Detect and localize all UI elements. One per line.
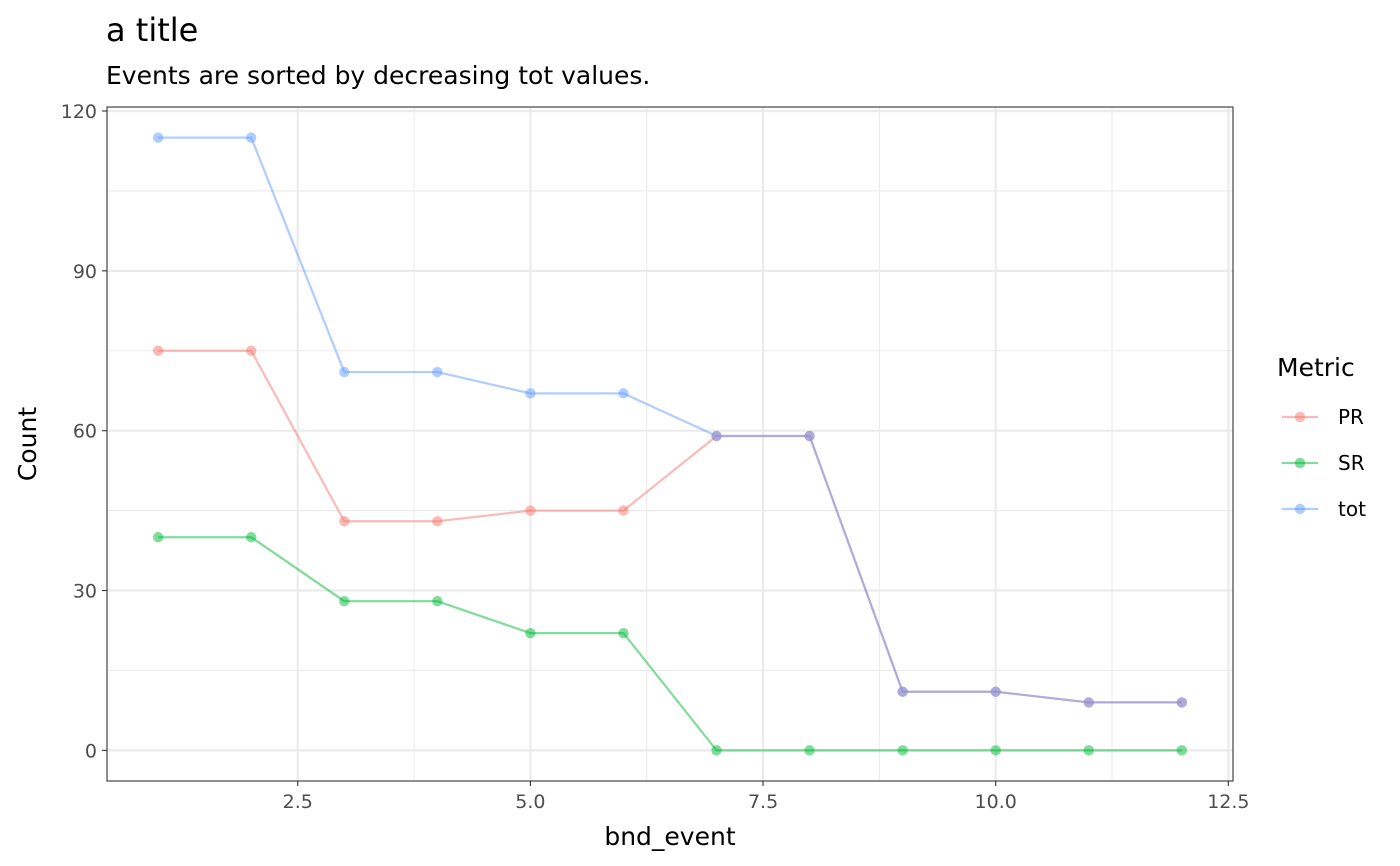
data-point-SR	[1176, 745, 1188, 756]
data-point-tot	[711, 430, 722, 442]
x-tick-label: 2.5	[283, 791, 313, 813]
data-point-tot	[618, 388, 629, 399]
data-point-PR	[246, 345, 257, 356]
legend-key-point-PR	[1294, 411, 1306, 423]
x-axis-title: bnd_event	[604, 822, 735, 851]
data-point-PR	[339, 516, 350, 527]
data-point-SR	[1083, 745, 1094, 756]
series-line-PR	[158, 349, 1182, 704]
x-tick-label: 10.0	[975, 791, 1017, 813]
data-point-SR	[339, 595, 350, 607]
data-point-SR	[990, 745, 1001, 756]
data-point-tot	[432, 366, 443, 378]
data-point-SR	[152, 532, 164, 543]
data-point-tot	[804, 430, 815, 442]
y-tick-label: 60	[73, 421, 97, 443]
panel-border	[106, 106, 1234, 782]
legend-key-point-tot	[1294, 503, 1306, 515]
data-point-tot	[1176, 697, 1188, 708]
data-point-tot	[152, 132, 164, 143]
data-point-SR	[432, 595, 443, 607]
y-tick-label: 0	[85, 740, 97, 762]
axis-ticks: 2.5 5.0 7.5 10.0 12.5 0 30 60 90 120	[61, 101, 1250, 813]
data-point-SR	[897, 745, 908, 756]
data-point-SR	[246, 532, 257, 543]
data-point-tot	[525, 388, 536, 399]
legend-label-PR: PR	[1338, 405, 1364, 429]
chart-title: a title	[106, 11, 198, 49]
data-point-PR	[152, 345, 164, 356]
y-axis-title: Count	[13, 407, 42, 481]
data-point-SR	[804, 745, 815, 756]
x-tick-label: 7.5	[748, 791, 778, 813]
data-point-SR	[525, 627, 536, 639]
legend: Metric PR SR tot	[1277, 353, 1366, 521]
legend-title: Metric	[1277, 353, 1355, 382]
legend-label-tot: tot	[1338, 497, 1366, 521]
x-tick-label: 12.5	[1207, 791, 1249, 813]
series-line-SR	[158, 536, 1182, 752]
data-point-PR	[525, 505, 536, 516]
data-point-SR	[711, 745, 722, 756]
y-tick-label: 90	[73, 261, 97, 283]
data-point-tot	[1083, 697, 1094, 708]
x-tick-label: 5.0	[515, 791, 545, 813]
data-point-tot	[246, 132, 257, 143]
data-point-tot	[990, 686, 1001, 697]
series-group	[152, 132, 1188, 756]
grid	[107, 107, 1233, 781]
chart-subtitle: Events are sorted by decreasing tot valu…	[106, 61, 650, 90]
y-tick-label: 30	[73, 581, 97, 603]
legend-label-SR: SR	[1338, 451, 1365, 475]
series-line-tot	[158, 136, 1182, 704]
data-point-PR	[618, 505, 629, 516]
data-point-tot	[339, 366, 350, 378]
data-point-tot	[897, 686, 908, 697]
data-point-SR	[618, 627, 629, 639]
data-point-PR	[432, 516, 443, 527]
legend-key-point-SR	[1294, 457, 1306, 469]
y-tick-label: 120	[61, 101, 97, 123]
